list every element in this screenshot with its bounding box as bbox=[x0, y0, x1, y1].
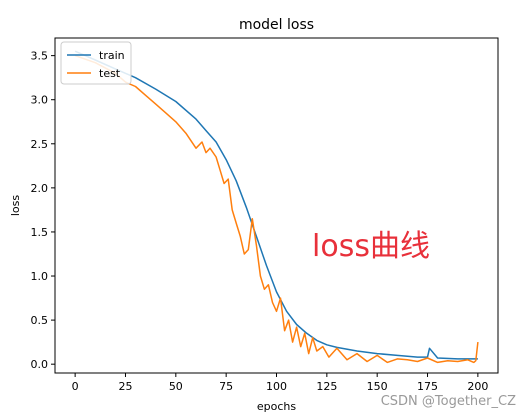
y-tick-label: 1.5 bbox=[31, 226, 49, 239]
watermark-text: CSDN @Together_CZ bbox=[381, 394, 516, 409]
y-tick-label: 2.5 bbox=[31, 138, 49, 151]
series-line-test bbox=[75, 56, 478, 363]
series-line-train bbox=[75, 51, 478, 359]
x-tick-label: 125 bbox=[316, 380, 337, 393]
y-tick-label: 3.5 bbox=[31, 50, 49, 63]
x-tick-label: 0 bbox=[72, 380, 79, 393]
x-tick-label: 50 bbox=[169, 380, 183, 393]
x-tick-label: 25 bbox=[118, 380, 132, 393]
x-axis-label: epochs bbox=[257, 400, 296, 413]
y-tick-label: 3.0 bbox=[31, 94, 49, 107]
x-tick-label: 175 bbox=[417, 380, 438, 393]
y-axis-label: loss bbox=[9, 195, 22, 217]
loss-curve-annotation: loss曲线 bbox=[312, 229, 430, 264]
x-tick-label: 75 bbox=[219, 380, 233, 393]
y-tick-label: 0.0 bbox=[31, 358, 49, 371]
y-tick-label: 1.0 bbox=[31, 270, 49, 283]
legend-label-test: test bbox=[99, 67, 121, 80]
x-tick-label: 200 bbox=[467, 380, 488, 393]
y-tick-label: 0.5 bbox=[31, 314, 49, 327]
chart-title: model loss bbox=[239, 17, 314, 33]
plot-frame bbox=[55, 38, 498, 373]
plot-area: 0 25 50 75 100 125 150 175 200 0.0 0.5 1.0 1.5 2.0 2.5… bbox=[31, 38, 499, 393]
y-tick-label: 2.0 bbox=[31, 182, 49, 195]
x-tick-label: 150 bbox=[367, 380, 388, 393]
legend-label-train: train bbox=[99, 49, 125, 62]
x-tick-label: 100 bbox=[266, 380, 287, 393]
